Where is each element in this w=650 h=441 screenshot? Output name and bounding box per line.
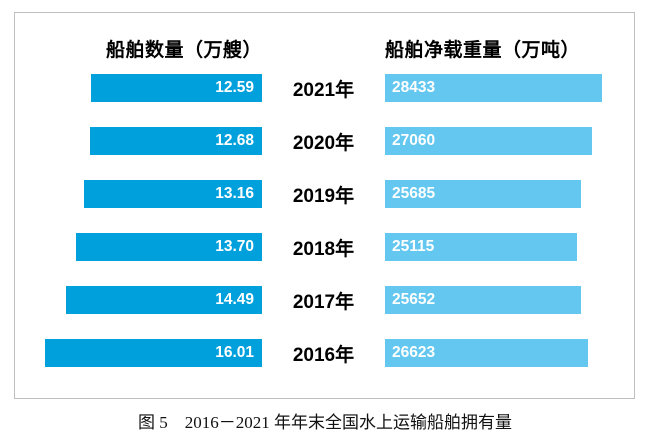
right-series-header: 船舶净载重量（万吨）: [385, 39, 581, 61]
right-bar-2021: 28433: [385, 74, 602, 102]
left-bar-2017: 14.49: [65, 286, 262, 314]
chart-row-2017: 14.49 2017年 25652: [15, 286, 634, 314]
year-label-2016: 2016年: [292, 344, 355, 366]
right-bar-2019: 25685: [385, 180, 582, 208]
chart-frame: 船舶数量（万艘） 船舶净载重量（万吨） 12.59 2021年 28433 12…: [14, 12, 635, 399]
right-bar-value: 25115: [392, 238, 435, 256]
chart-header-row: 船舶数量（万艘） 船舶净载重量（万吨）: [15, 36, 634, 61]
chart-row-2021: 12.59 2021年 28433: [15, 74, 634, 102]
right-bar-2020: 27060: [385, 127, 592, 155]
year-label-2019: 2019年: [292, 185, 355, 207]
figure-caption: 图 5 2016－2021 年年末全国水上运输船舶拥有量: [138, 413, 512, 432]
left-bar-2019: 13.16: [83, 180, 262, 208]
left-bar-2021: 12.59: [91, 74, 262, 102]
right-bar-value: 25652: [392, 291, 436, 309]
year-label-2020: 2020年: [292, 132, 355, 154]
left-bar-value: 12.59: [215, 79, 254, 97]
left-bar-value: 13.16: [215, 185, 254, 203]
right-bar-2017: 25652: [385, 286, 581, 314]
left-bar-value: 13.70: [215, 238, 254, 256]
right-bar-value: 26623: [392, 344, 436, 362]
right-bar-value: 28433: [392, 79, 436, 97]
year-label-2021: 2021年: [292, 79, 355, 101]
year-label-2018: 2018年: [292, 238, 355, 260]
year-label-2017: 2017年: [292, 291, 355, 313]
left-bar-2018: 13.70: [76, 233, 262, 261]
left-bar-value: 12.68: [215, 132, 254, 150]
right-bar-2016: 26623: [385, 339, 589, 367]
chart-row-2019: 13.16 2019年 25685: [15, 180, 634, 208]
right-bar-value: 27060: [392, 132, 436, 150]
left-bar-value: 16.01: [215, 344, 254, 362]
left-series-header: 船舶数量（万艘）: [105, 39, 262, 61]
chart-row-2016: 16.01 2016年 26623: [15, 339, 634, 367]
left-bar-2016: 16.01: [45, 339, 262, 367]
chart-row-2020: 12.68 2020年 27060: [15, 127, 634, 155]
chart-row-2018: 13.70 2018年 25115: [15, 233, 634, 261]
left-bar-value: 14.49: [215, 291, 254, 309]
right-bar-value: 25685: [392, 185, 436, 203]
left-bar-2020: 12.68: [90, 127, 262, 155]
right-bar-2018: 25115: [385, 233, 577, 261]
